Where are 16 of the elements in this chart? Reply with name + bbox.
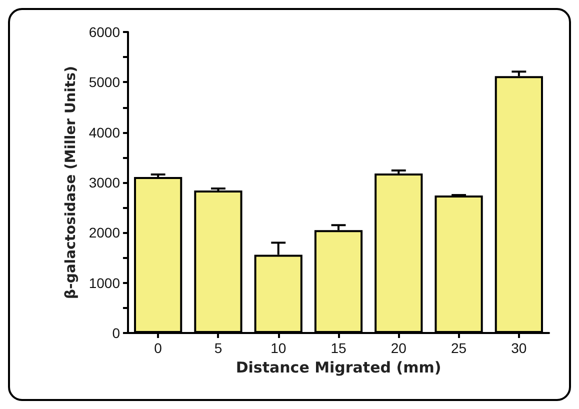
y-tick-label: 4000 bbox=[88, 124, 120, 140]
y-tick-label: 0 bbox=[112, 325, 120, 341]
x-tick-label: 30 bbox=[511, 340, 527, 356]
x-tick-label: 10 bbox=[270, 340, 286, 356]
x-axis-title: Distance Migrated (mm) bbox=[236, 358, 442, 376]
y-tick-label: 3000 bbox=[88, 174, 120, 190]
y-tick-label: 2000 bbox=[88, 224, 120, 241]
x-tick-label: 5 bbox=[214, 340, 222, 356]
y-tick-label: 5000 bbox=[88, 74, 120, 90]
x-tick-label: 20 bbox=[390, 340, 407, 356]
y-tick-label: 6000 bbox=[88, 24, 120, 40]
y-tick-label: 1000 bbox=[88, 274, 120, 291]
x-tick-label: 0 bbox=[154, 340, 162, 356]
y-axis-title: β-galactosidase (Miller Units) bbox=[62, 66, 79, 300]
x-tick-label: 15 bbox=[330, 340, 346, 356]
x-tick-label: 25 bbox=[450, 340, 467, 356]
